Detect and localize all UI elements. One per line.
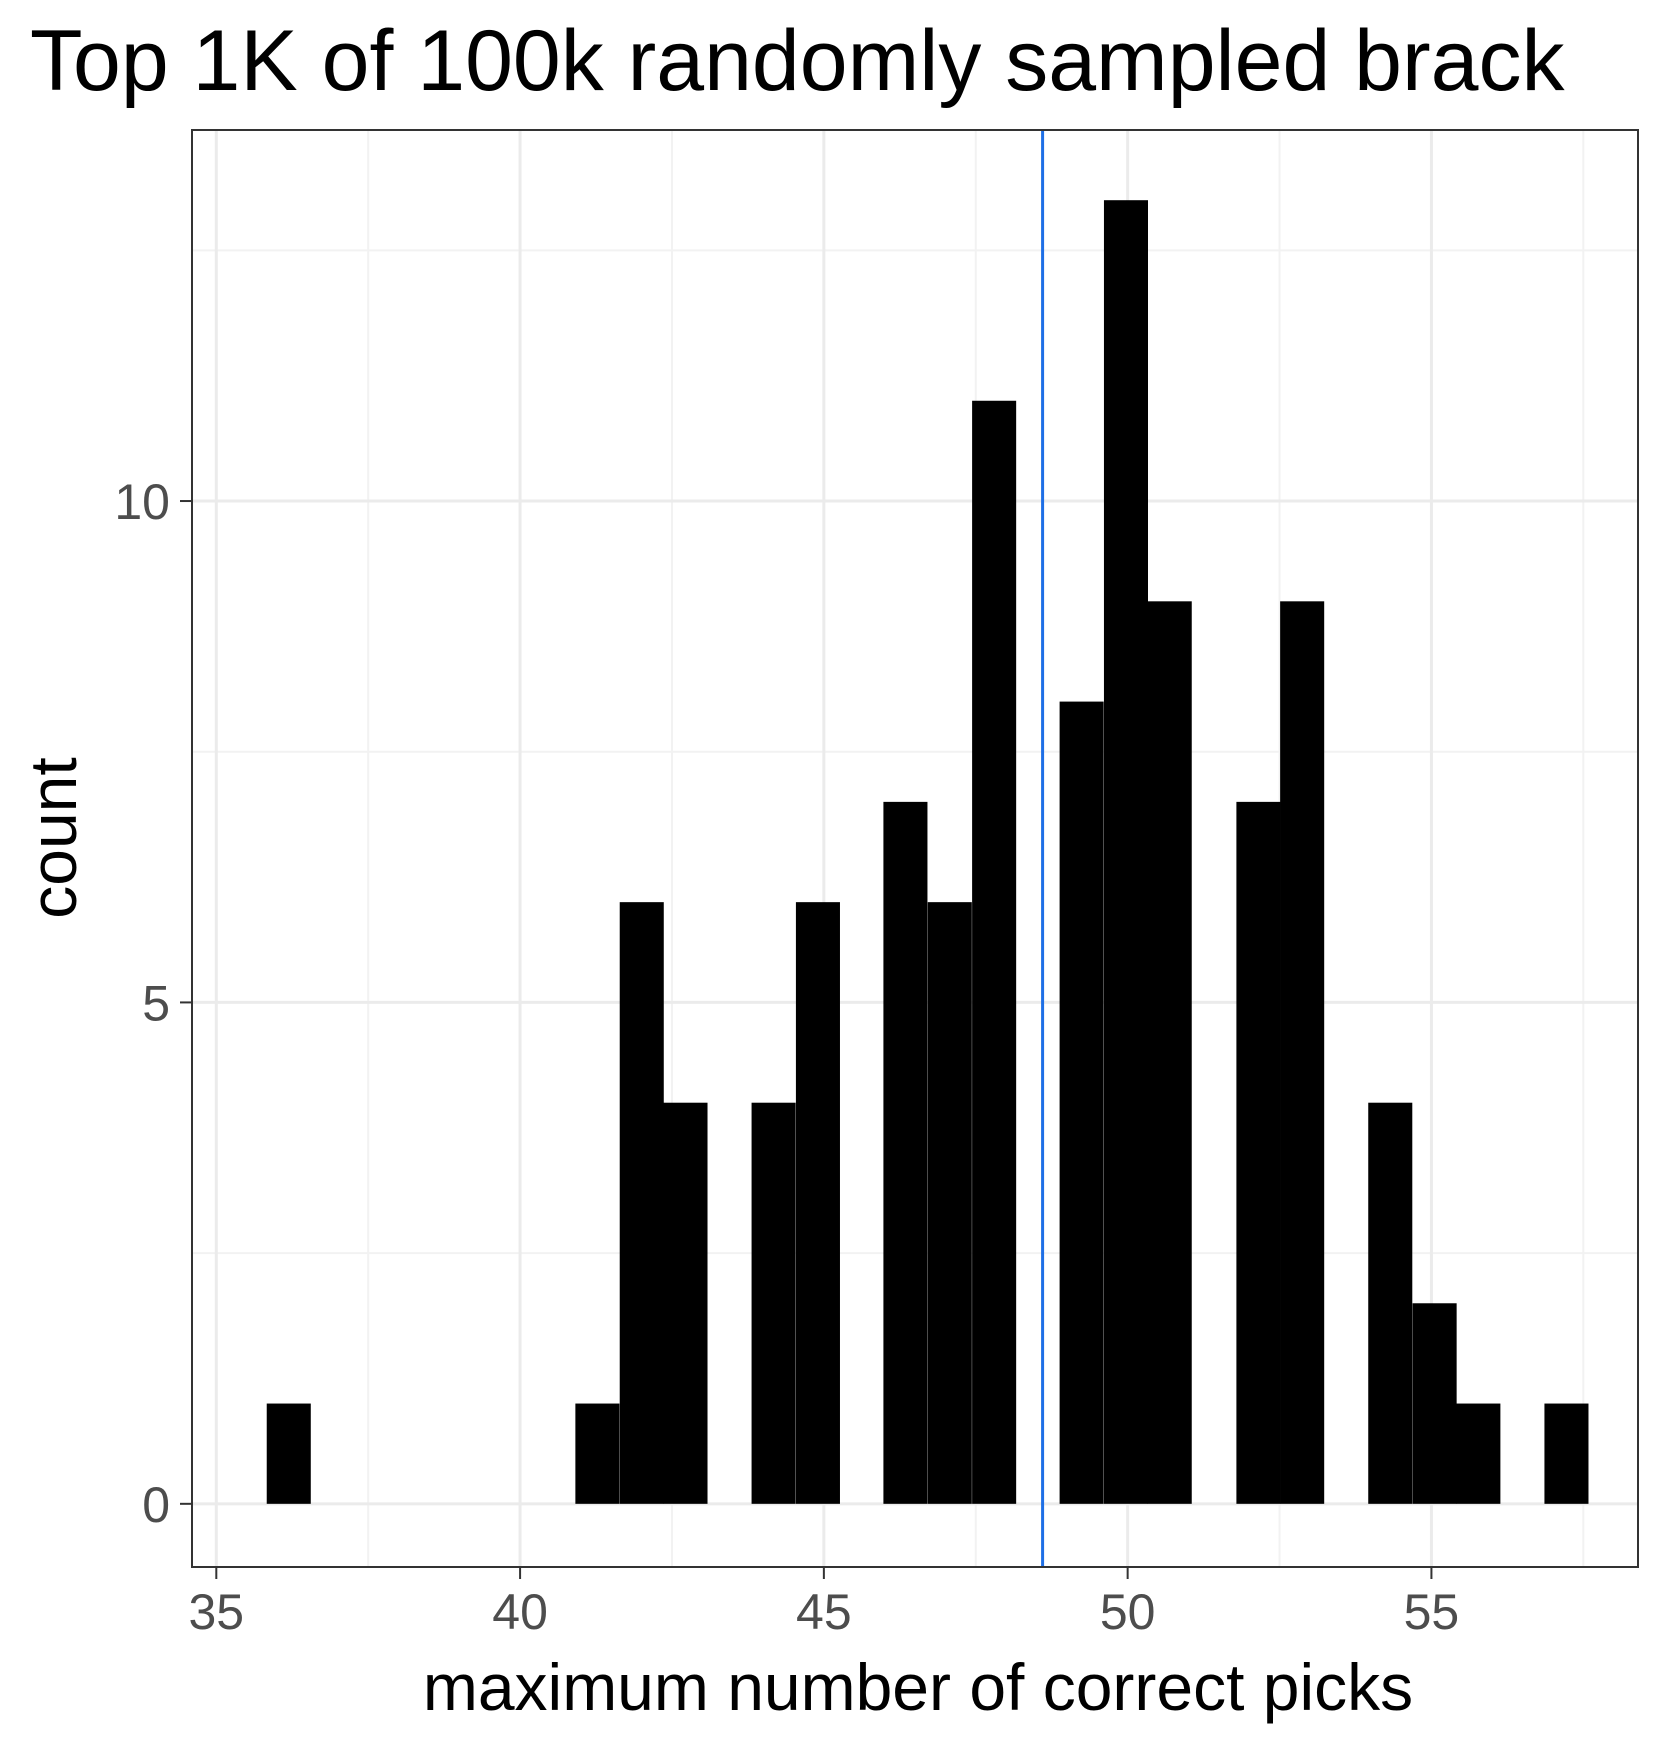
y-tick-label: 5 — [142, 975, 170, 1031]
histogram-bar — [1280, 601, 1325, 1504]
histogram-bar — [1368, 1102, 1413, 1504]
x-tick-label: 45 — [796, 1584, 852, 1640]
y-tick-label: 10 — [114, 474, 170, 530]
x-tick-label: 40 — [492, 1584, 548, 1640]
panel-border — [191, 129, 1639, 1568]
y-axis-ticks: 0 5 10 — [114, 474, 192, 1533]
x-axis-title: maximum number of correct picks — [423, 1650, 1413, 1724]
histogram-bar — [751, 1102, 796, 1504]
histogram-bar — [1236, 801, 1281, 1504]
histogram-bar — [1412, 1303, 1457, 1504]
histogram-bar — [795, 902, 840, 1504]
histogram-bars — [266, 200, 1589, 1504]
histogram-bar — [1544, 1403, 1589, 1504]
x-axis-ticks: 35 40 45 50 55 — [188, 1567, 1459, 1640]
histogram-bar — [1103, 200, 1149, 1504]
histogram-bar — [619, 902, 664, 1504]
x-tick-label: 35 — [188, 1584, 244, 1640]
chart-title: Top 1K of 100k randomly sampled brack — [30, 13, 1565, 109]
histogram-bar — [883, 801, 928, 1504]
x-tick-label: 55 — [1404, 1584, 1460, 1640]
histogram-bar — [663, 1102, 708, 1504]
histogram-bar — [1456, 1403, 1501, 1504]
histogram-bar — [266, 1403, 311, 1504]
histogram-bar — [972, 400, 1017, 1504]
y-tick-label: 0 — [142, 1477, 170, 1533]
histogram-bar — [1059, 701, 1104, 1504]
histogram-bar — [1147, 601, 1192, 1504]
y-axis-title: count — [16, 757, 90, 918]
histogram-bar — [927, 902, 972, 1504]
histogram-bar — [575, 1403, 620, 1504]
x-tick-label: 50 — [1100, 1584, 1156, 1640]
